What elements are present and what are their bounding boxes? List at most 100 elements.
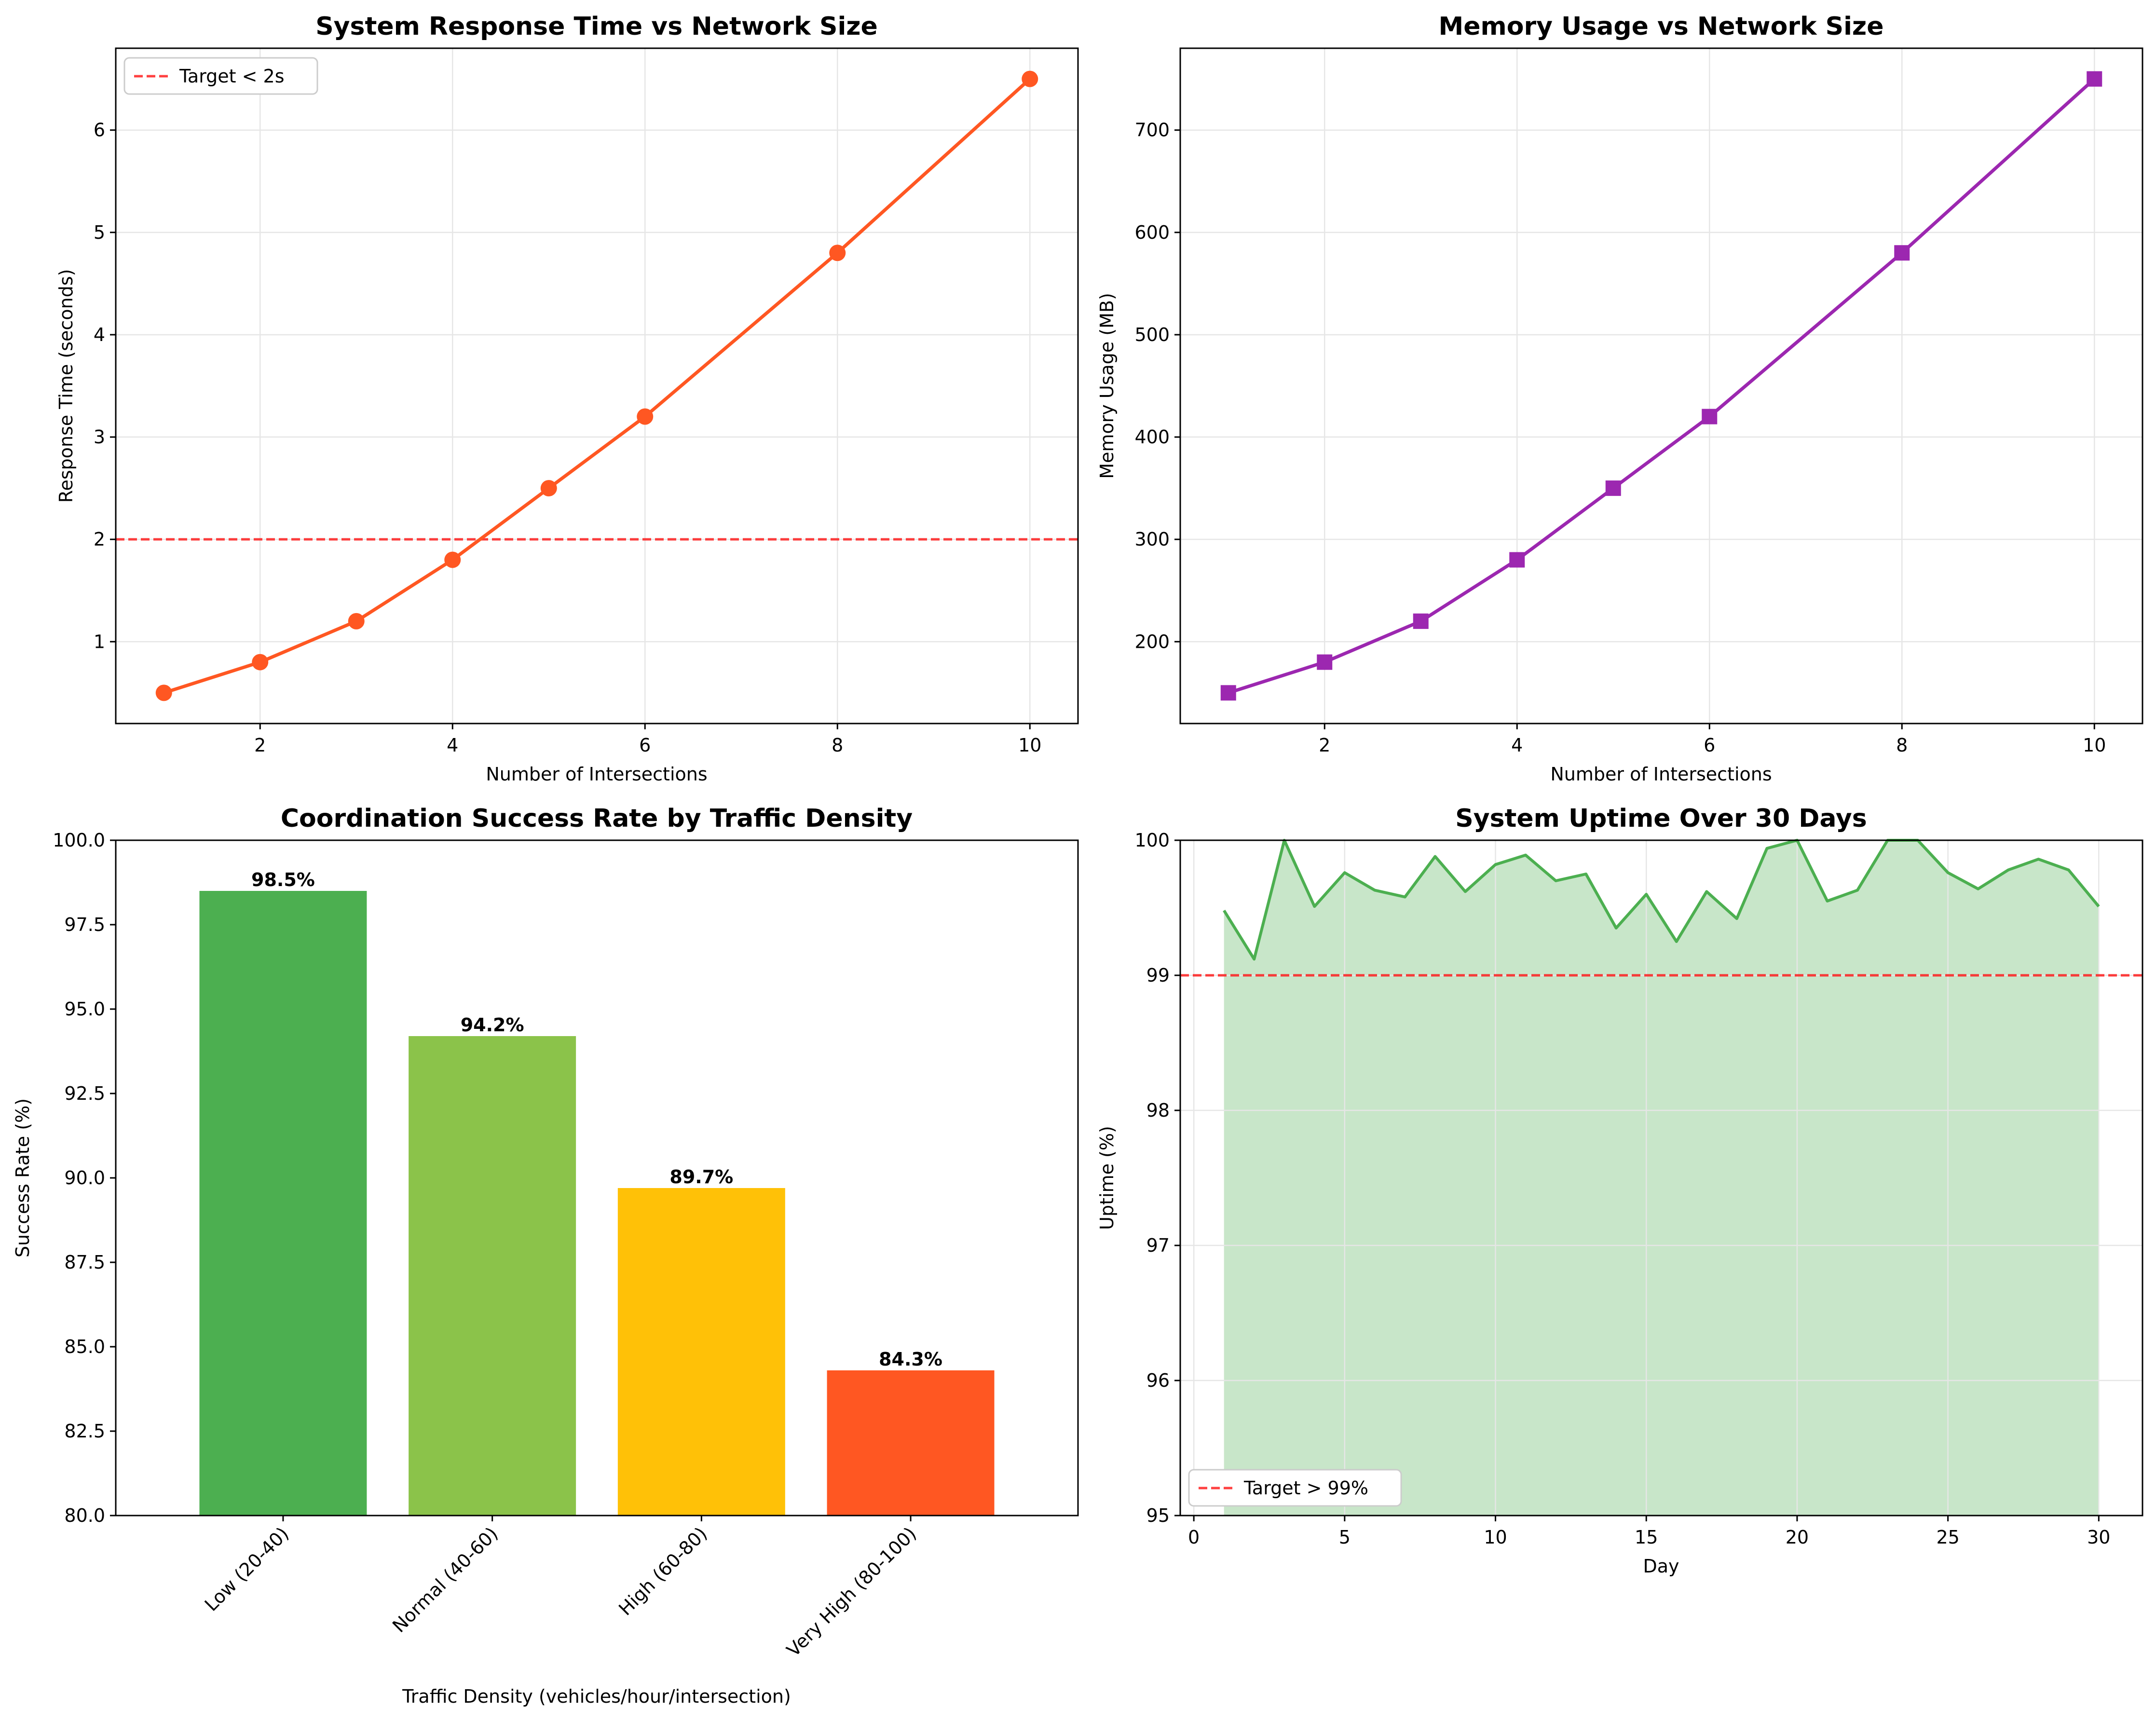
data-point bbox=[155, 684, 172, 701]
y-tick-label: 87.5 bbox=[64, 1252, 105, 1273]
data-point bbox=[1220, 685, 1236, 701]
y-tick-label: 1 bbox=[94, 631, 105, 652]
x-tick-label: 10 bbox=[2083, 735, 2106, 756]
y-tick-label: 600 bbox=[1134, 222, 1170, 243]
data-point bbox=[1413, 613, 1429, 629]
data-point bbox=[1605, 480, 1621, 496]
y-tick-label: 100 bbox=[1134, 830, 1170, 851]
y-tick-label: 100.0 bbox=[53, 830, 105, 851]
x-axis-label: Number of Intersections bbox=[1550, 764, 1772, 785]
bar bbox=[827, 1370, 995, 1516]
bar bbox=[617, 1188, 785, 1516]
series-group bbox=[1223, 839, 2100, 961]
x-tick-label: 2 bbox=[1319, 735, 1330, 756]
x-ticks: 2 4 6 8 10 bbox=[1319, 724, 2106, 756]
y-tick-label: 400 bbox=[1134, 426, 1170, 448]
y-tick-label: 4 bbox=[94, 324, 105, 345]
bar-data-label: 94.2% bbox=[461, 1014, 524, 1036]
y-tick-label: 6 bbox=[94, 120, 105, 141]
data-point bbox=[1509, 552, 1525, 568]
data-point bbox=[1702, 409, 1718, 424]
x-axis-label: Number of Intersections bbox=[486, 764, 707, 785]
legend-box bbox=[123, 57, 318, 95]
grid bbox=[1180, 48, 2142, 724]
x-axis-label: Day bbox=[1643, 1556, 1679, 1577]
y-ticks: 200 300 400 500 600 700 bbox=[1134, 120, 1180, 652]
legend-label: Target > 99% bbox=[1243, 1477, 1368, 1499]
y-ticks: 80.0 82.5 85.0 87.5 90.0 92.5 95.0 97.5 100.0 bbox=[53, 830, 116, 1526]
bars-group: 98.5% 94.2% 89.7% 84.3% bbox=[199, 869, 995, 1516]
series-line bbox=[1228, 78, 2096, 695]
x-tick-label: 6 bbox=[639, 735, 651, 756]
chart-title: System Response Time vs Network Size bbox=[315, 12, 878, 41]
x-tick-label: 6 bbox=[1704, 735, 1715, 756]
grid bbox=[1180, 840, 2142, 1516]
axes-frame bbox=[1179, 47, 2143, 724]
y-tick-label: 200 bbox=[1134, 631, 1170, 652]
series-group bbox=[1220, 71, 2102, 701]
area-fill-group bbox=[1224, 840, 2099, 1516]
x-tick-label: 0 bbox=[1188, 1527, 1200, 1548]
panel-uptime: 0 5 10 15 20 25 30 95 96 97 98 99 100 System Uptime… bbox=[1096, 804, 2143, 1577]
data-point bbox=[637, 408, 654, 425]
x-tick-label: 4 bbox=[1511, 735, 1523, 756]
legend: Target > 99% bbox=[1188, 1469, 1402, 1507]
bar bbox=[199, 891, 367, 1516]
y-ticks: 95 96 97 98 99 100 bbox=[1134, 830, 1180, 1526]
y-tick-label: 92.5 bbox=[64, 1083, 105, 1104]
y-tick-label: 82.5 bbox=[64, 1421, 105, 1442]
x-tick-label: 8 bbox=[832, 735, 843, 756]
y-tick-label: 96 bbox=[1146, 1370, 1170, 1391]
y-tick-label: 95 bbox=[1146, 1505, 1170, 1526]
y-tick-label: 98 bbox=[1146, 1100, 1170, 1121]
legend: Target < 2s bbox=[123, 57, 318, 95]
x-tick-label: 5 bbox=[1339, 1527, 1351, 1548]
data-point bbox=[829, 245, 846, 261]
x-tick-label: 8 bbox=[1896, 735, 1908, 756]
legend-label: Target < 2s bbox=[179, 66, 285, 87]
axes-frame bbox=[1179, 839, 2143, 1517]
y-tick-label: 99 bbox=[1146, 965, 1170, 986]
y-axis-label: Uptime (%) bbox=[1096, 1126, 1118, 1230]
bar-data-label: 98.5% bbox=[251, 869, 315, 890]
bar-data-label: 89.7% bbox=[669, 1166, 733, 1188]
series-group bbox=[155, 70, 1038, 701]
y-tick-label: 95.0 bbox=[64, 998, 105, 1020]
legend-box bbox=[1188, 1469, 1402, 1507]
y-tick-label: 90.0 bbox=[64, 1167, 105, 1189]
x-tick-label: 10 bbox=[1018, 735, 1041, 756]
y-tick-label: 3 bbox=[94, 426, 105, 448]
x-ticks: 2 4 6 8 10 bbox=[254, 724, 1041, 756]
y-axis-label: Success Rate (%) bbox=[12, 1098, 33, 1257]
x-tick-label: 30 bbox=[2087, 1527, 2110, 1548]
y-tick-label: 97 bbox=[1146, 1235, 1170, 1256]
y-ticks: 1 2 3 4 5 6 bbox=[94, 120, 116, 652]
data-point bbox=[1894, 245, 1910, 261]
y-tick-label: 5 bbox=[94, 222, 105, 243]
x-tick-label: 10 bbox=[1484, 1527, 1507, 1548]
series-line bbox=[163, 78, 1031, 695]
data-point bbox=[540, 480, 557, 497]
uptime-area bbox=[1224, 840, 2099, 1516]
y-tick-label: 85.0 bbox=[64, 1336, 105, 1357]
y-tick-label: 2 bbox=[94, 529, 105, 550]
data-point bbox=[1317, 654, 1333, 670]
y-tick-label: 97.5 bbox=[64, 914, 105, 935]
x-tick-label: 20 bbox=[1786, 1527, 1809, 1548]
x-axis-label: Traffic Density (vehicles/hour/intersect… bbox=[402, 1686, 791, 1707]
x-ticks: 0 5 10 15 20 25 30 bbox=[1188, 1516, 2110, 1548]
chart-title: System Uptime Over 30 Days bbox=[1455, 804, 1867, 833]
data-point bbox=[252, 654, 269, 670]
y-tick-label: 500 bbox=[1134, 324, 1170, 345]
data-point bbox=[444, 551, 461, 568]
axes-frame bbox=[115, 47, 1079, 724]
y-tick-label: 300 bbox=[1134, 529, 1170, 550]
grid bbox=[116, 48, 1078, 724]
chart-title: Coordination Success Rate by Traffic Den… bbox=[281, 804, 913, 833]
chart-title: Memory Usage vs Network Size bbox=[1439, 12, 1884, 41]
y-axis-label: Response Time (seconds) bbox=[55, 269, 77, 503]
x-tick-label: 4 bbox=[447, 735, 458, 756]
bar-data-label: 84.3% bbox=[879, 1349, 942, 1370]
data-point bbox=[1022, 70, 1038, 87]
